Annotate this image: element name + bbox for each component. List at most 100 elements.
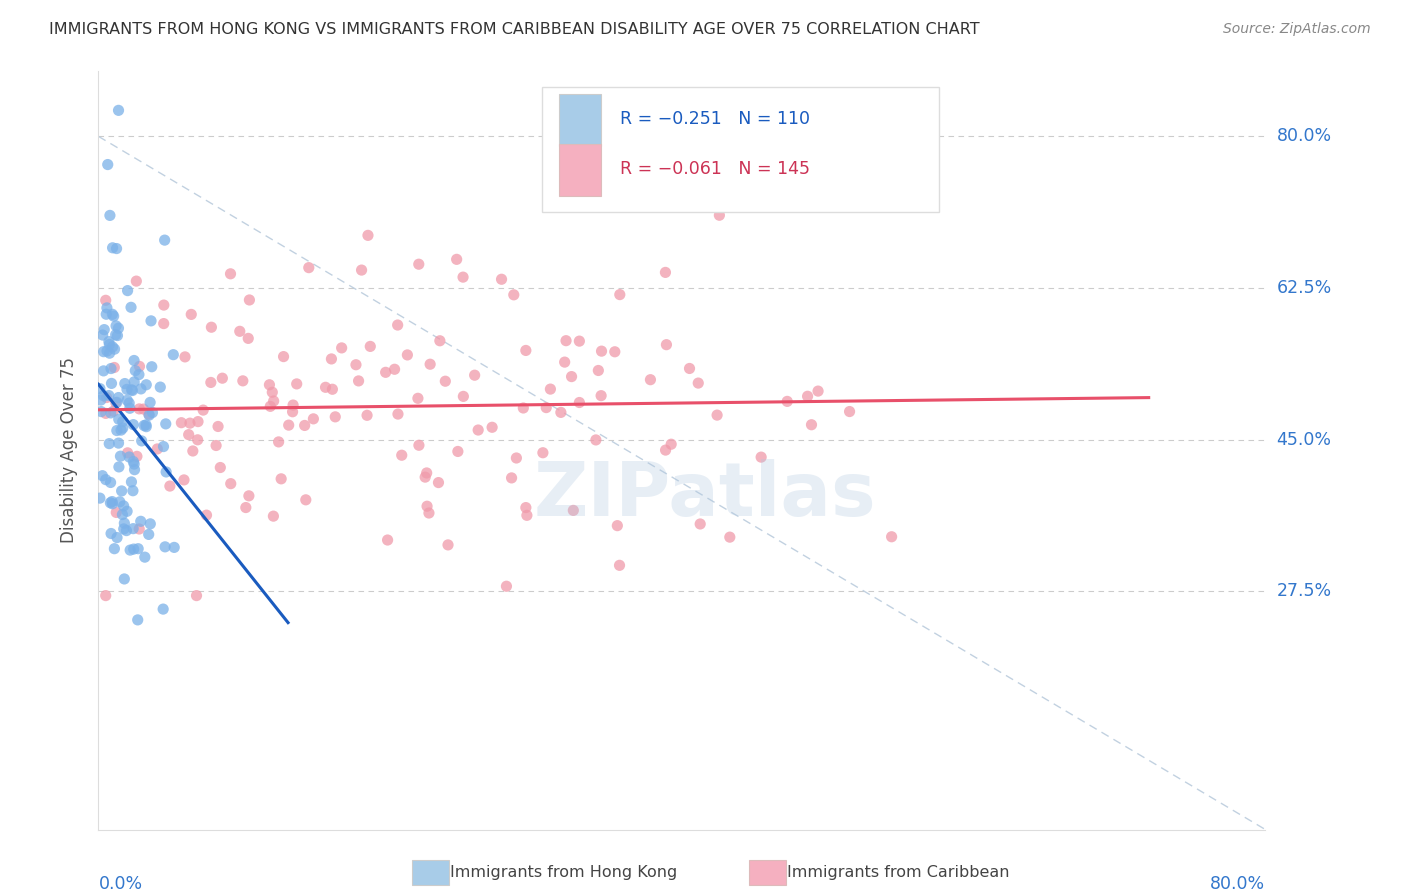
Point xyxy=(387,318,409,332)
Point xyxy=(93,389,115,403)
Point xyxy=(125,274,148,288)
Point xyxy=(100,406,122,420)
Point xyxy=(302,412,325,426)
Point xyxy=(141,405,163,419)
Point xyxy=(128,401,150,416)
Point xyxy=(100,376,122,391)
Point xyxy=(688,376,710,390)
Point xyxy=(125,450,148,464)
Point xyxy=(112,516,135,531)
FancyBboxPatch shape xyxy=(560,145,602,196)
Point xyxy=(654,443,676,458)
Point xyxy=(122,483,145,498)
Point xyxy=(321,382,343,396)
Point xyxy=(180,307,202,321)
Point xyxy=(105,505,128,519)
Point xyxy=(118,401,141,416)
Point xyxy=(238,293,260,307)
Point xyxy=(481,420,503,434)
Point xyxy=(146,442,169,456)
Point xyxy=(103,360,125,375)
Point xyxy=(111,508,134,522)
Point xyxy=(357,228,380,243)
Point xyxy=(122,417,145,432)
Point xyxy=(277,418,299,433)
Point xyxy=(98,436,121,450)
Point xyxy=(135,417,157,432)
Point xyxy=(111,415,134,429)
Point xyxy=(262,509,284,524)
Point xyxy=(105,531,128,545)
Point xyxy=(200,376,222,390)
Point xyxy=(294,492,316,507)
Point xyxy=(195,508,218,523)
Point xyxy=(413,470,436,484)
Point xyxy=(384,362,406,376)
Point xyxy=(163,541,186,555)
Point xyxy=(115,383,138,397)
Point xyxy=(447,444,470,458)
Point xyxy=(187,433,209,447)
Point xyxy=(709,208,731,222)
Point xyxy=(131,434,153,448)
Point xyxy=(655,337,678,351)
Point xyxy=(186,589,208,603)
Point xyxy=(98,346,121,360)
Point xyxy=(105,395,128,409)
Point xyxy=(609,287,631,301)
Point xyxy=(120,543,142,558)
Point xyxy=(121,383,143,397)
Point xyxy=(281,398,304,412)
Text: Immigrants from Hong Kong: Immigrants from Hong Kong xyxy=(450,865,678,880)
Point xyxy=(505,450,527,465)
Point xyxy=(122,353,145,368)
Point xyxy=(555,334,578,348)
Point xyxy=(89,491,111,505)
Point xyxy=(138,527,160,541)
Point xyxy=(446,252,468,267)
Point xyxy=(453,389,475,403)
Point xyxy=(112,572,135,586)
Point xyxy=(427,475,450,490)
Point xyxy=(114,376,136,391)
Point xyxy=(591,389,613,403)
Text: Immigrants from Caribbean: Immigrants from Caribbean xyxy=(787,865,1010,880)
Point xyxy=(138,407,160,421)
Point xyxy=(437,538,460,552)
Point xyxy=(153,233,176,247)
Point xyxy=(315,380,337,394)
Point xyxy=(90,392,112,407)
Point xyxy=(391,448,413,462)
Point xyxy=(262,385,284,400)
Point xyxy=(115,504,138,518)
Point xyxy=(515,500,537,515)
Text: 27.5%: 27.5% xyxy=(1277,582,1331,600)
Point xyxy=(259,400,281,414)
Point xyxy=(128,368,150,382)
Point xyxy=(298,260,321,275)
Point xyxy=(153,298,176,312)
Text: 80.0%: 80.0% xyxy=(1277,128,1331,145)
Point xyxy=(501,471,523,485)
Point xyxy=(117,284,139,298)
Point xyxy=(103,342,125,356)
Text: 0.0%: 0.0% xyxy=(98,875,142,892)
Point xyxy=(531,446,554,460)
Point xyxy=(105,424,128,438)
Point xyxy=(419,357,441,371)
Point xyxy=(200,320,222,334)
Point xyxy=(100,496,122,510)
Point xyxy=(294,418,316,433)
Point xyxy=(138,408,160,422)
Point xyxy=(356,409,378,423)
Point xyxy=(467,423,489,437)
Point xyxy=(609,558,631,573)
Text: 62.5%: 62.5% xyxy=(1277,279,1331,297)
Point xyxy=(101,497,124,511)
Point xyxy=(429,334,451,348)
Point xyxy=(654,265,676,279)
Point xyxy=(235,500,257,515)
Point xyxy=(97,334,120,349)
Text: 45.0%: 45.0% xyxy=(1277,431,1331,449)
Point xyxy=(107,436,129,450)
